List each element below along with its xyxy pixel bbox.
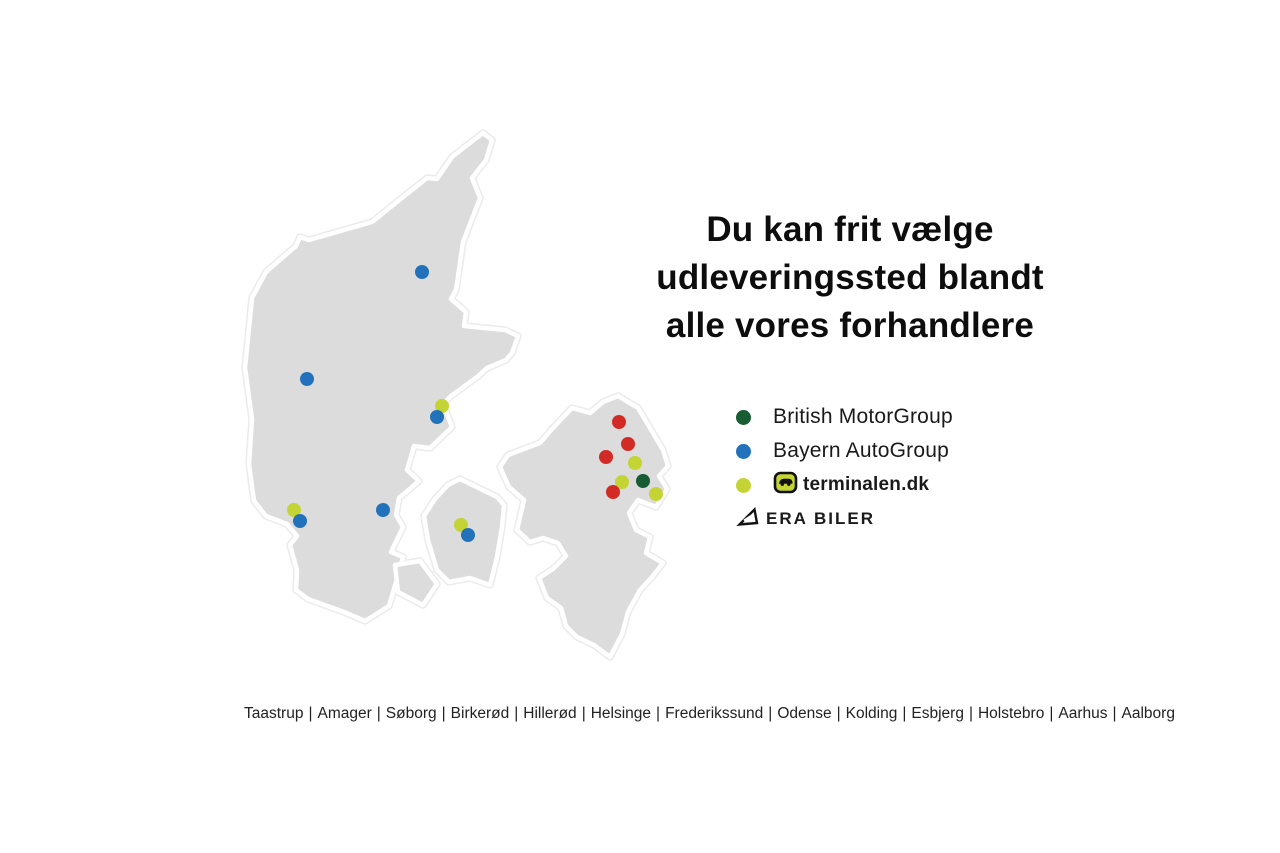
separator: |: [441, 705, 446, 722]
city-amager: Amager: [317, 705, 372, 722]
map-dot-era-biler: [606, 485, 620, 499]
legend: British MotorGroup Bayern AutoGroup term…: [736, 400, 953, 536]
map-dot-bayern-autogroup: [293, 514, 307, 528]
separator: |: [1112, 705, 1117, 722]
legend-label-bayern-autogroup: Bayern AutoGroup: [773, 439, 949, 462]
city-frederikssund: Frederikssund: [665, 705, 764, 722]
separator: |: [902, 705, 907, 722]
separator: |: [768, 705, 773, 722]
legend-item-british-motorgroup: British MotorGroup: [736, 400, 953, 434]
separator: |: [308, 705, 313, 722]
legend-label-british-motorgroup: British MotorGroup: [773, 405, 953, 428]
legend-item-bayern-autogroup: Bayern AutoGroup: [736, 434, 953, 468]
map-dot-terminalen: [615, 475, 629, 489]
city-esbjerg: Esbjerg: [911, 705, 964, 722]
legend-dot-terminalen: [736, 477, 751, 493]
separator: |: [376, 705, 381, 722]
map-dot-terminalen: [435, 399, 449, 413]
map-dot-bayern-autogroup: [415, 265, 429, 279]
city-helsinge: Helsinge: [590, 705, 652, 722]
separator: |: [581, 705, 586, 722]
map-dot-era-biler: [599, 450, 613, 464]
separator: |: [1049, 705, 1054, 722]
city-aarhus: Aarhus: [1058, 705, 1108, 722]
city-holstebro: Holstebro: [977, 705, 1045, 722]
map-dot-terminalen: [628, 456, 642, 470]
city-kolding: Kolding: [845, 705, 898, 722]
headline-line-1: Du kan frit vælge: [706, 210, 994, 249]
map-dot-bayern-autogroup: [461, 528, 475, 542]
map-dot-era-biler: [612, 415, 626, 429]
city-odense: Odense: [777, 705, 832, 722]
map-dot-bayern-autogroup: [376, 503, 390, 517]
headline-line-3: alle vores forhandlere: [665, 306, 1035, 345]
era-biler-logo-icon: [736, 505, 760, 533]
legend-item-terminalen: terminalen.dk: [736, 468, 953, 502]
separator: |: [836, 705, 841, 722]
headline-line-2: udleveringssted blandt: [656, 258, 1044, 297]
map-dot-era-biler: [621, 437, 635, 451]
legend-item-era-biler: ERA BILER: [736, 502, 953, 536]
city-taastrup: Taastrup: [244, 705, 304, 722]
separator: |: [514, 705, 519, 722]
dealer-dots-layer: [287, 265, 663, 542]
terminalen-logo-icon: [773, 471, 798, 499]
map-dot-british-motorgroup: [636, 474, 650, 488]
map-dot-bayern-autogroup: [430, 410, 444, 424]
legend-dot-british-motorgroup: [736, 409, 751, 425]
map-dot-terminalen: [649, 487, 663, 501]
map-dot-bayern-autogroup: [300, 372, 314, 386]
separator: |: [968, 705, 973, 722]
separator: |: [656, 705, 661, 722]
map-dot-terminalen: [287, 503, 301, 517]
legend-label-terminalen: terminalen.dk: [803, 474, 930, 495]
headline: Du kan frit vælge udleveringssted blandt…: [600, 206, 1100, 350]
city-hilleroed: Hillerød: [523, 705, 577, 722]
city-soeborg: Søborg: [385, 705, 437, 722]
city-birkeroed: Birkerød: [450, 705, 510, 722]
city-list: Taastrup | Amager | Søborg | Birkerød | Hillerød…: [244, 705, 1175, 723]
legend-dot-bayern-autogroup: [736, 443, 751, 459]
legend-label-era-biler: ERA BILER: [766, 509, 875, 528]
city-aalborg: Aalborg: [1121, 705, 1175, 722]
map-dot-terminalen: [454, 518, 468, 532]
